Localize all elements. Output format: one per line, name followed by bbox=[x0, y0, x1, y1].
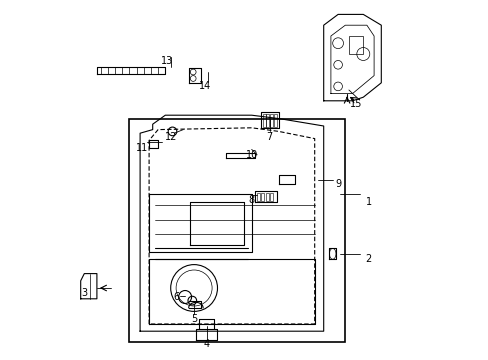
Bar bbox=[263, 114, 265, 127]
Text: 5: 5 bbox=[191, 314, 197, 324]
Bar bbox=[273, 114, 276, 127]
Bar bbox=[266, 114, 269, 127]
Text: 4: 4 bbox=[203, 339, 209, 349]
Bar bbox=[269, 114, 272, 127]
Text: 11: 11 bbox=[136, 143, 148, 153]
Bar bbox=[265, 193, 268, 201]
Text: 13: 13 bbox=[161, 56, 173, 66]
Text: 1: 1 bbox=[365, 197, 371, 207]
Text: 15: 15 bbox=[349, 99, 362, 109]
Text: 8: 8 bbox=[248, 195, 254, 205]
Text: 10: 10 bbox=[245, 150, 257, 160]
Bar bbox=[129, 119, 345, 342]
Bar bbox=[256, 193, 259, 201]
Bar bbox=[270, 193, 273, 201]
Text: 6: 6 bbox=[173, 292, 179, 302]
Text: 12: 12 bbox=[164, 132, 177, 142]
Bar bbox=[261, 193, 264, 201]
Text: 9: 9 bbox=[334, 179, 341, 189]
Text: 2: 2 bbox=[365, 254, 371, 264]
Text: 7: 7 bbox=[266, 132, 272, 142]
Bar bbox=[348, 36, 363, 54]
Text: 14: 14 bbox=[198, 81, 211, 91]
Text: 3: 3 bbox=[81, 288, 87, 298]
